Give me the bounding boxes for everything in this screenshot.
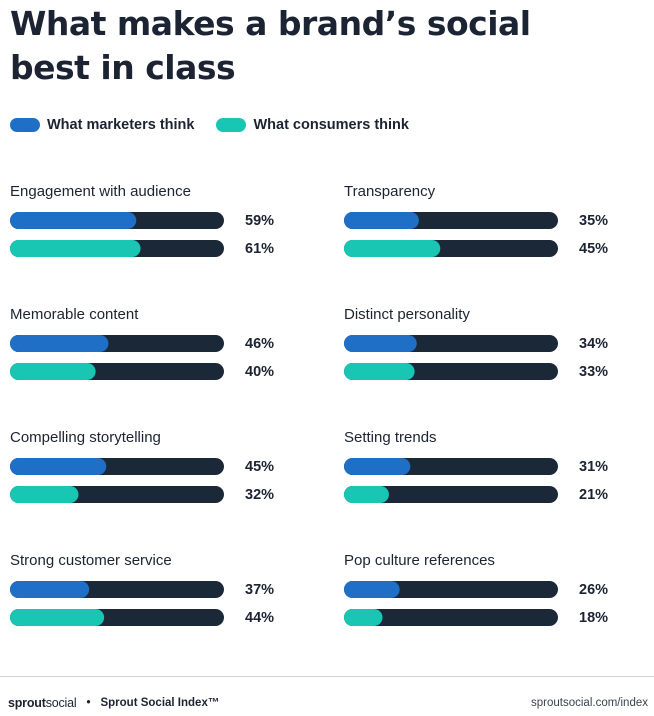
legend-swatch-consumers (216, 118, 247, 132)
legend-label-marketers: What marketers think (47, 117, 195, 133)
category-label-memorable-content: Memorable content (10, 306, 139, 323)
category-label-compelling-storytelling: Compelling storytelling (10, 429, 161, 446)
value-label-strong-customer-service-marketers: 37% (245, 582, 274, 598)
value-label-engagement-with-audience-marketers: 59% (245, 213, 274, 229)
value-label-memorable-content-consumers: 40% (245, 364, 274, 380)
chart-title: What makes a brand’s social best in clas… (10, 2, 610, 90)
bar-distinct-personality-consumers (344, 363, 415, 380)
category-label-transparency: Transparency (344, 183, 436, 200)
value-label-transparency-marketers: 35% (579, 213, 608, 229)
legend-label-consumers: What consumers think (253, 117, 409, 133)
chart-title-line-1: What makes a brand’s social (10, 4, 531, 43)
value-label-compelling-storytelling-consumers: 32% (245, 487, 274, 503)
value-label-setting-trends-consumers: 21% (579, 487, 608, 503)
footer-index-label: Sprout Social Index™ (100, 697, 220, 709)
bar-setting-trends-consumers (344, 486, 389, 503)
bar-chart: Engagement with audience 59% 61% Transparen… (10, 183, 608, 626)
value-label-strong-customer-service-consumers: 44% (245, 610, 274, 626)
bar-strong-customer-service-marketers (10, 581, 90, 598)
logo-word-bold: sprout (8, 696, 46, 710)
bar-compelling-storytelling-consumers (10, 486, 79, 503)
legend-swatch-marketers (10, 118, 40, 132)
footer: sproutsocial • Sprout Social Index™ spro… (8, 696, 648, 710)
footer-url: sproutsocial.com/index (531, 697, 648, 709)
value-label-distinct-personality-consumers: 33% (579, 364, 608, 380)
legend-item-consumers: What consumers think (216, 117, 409, 133)
legend-item-marketers: What marketers think (10, 117, 194, 133)
category-label-setting-trends: Setting trends (344, 429, 437, 446)
category-label-pop-culture-references: Pop culture references (344, 552, 495, 569)
bar-memorable-content-marketers (10, 335, 109, 352)
bar-strong-customer-service-consumers (10, 609, 105, 626)
value-label-pop-culture-references-consumers: 18% (579, 610, 608, 626)
value-label-setting-trends-marketers: 31% (579, 459, 608, 475)
value-label-compelling-storytelling-marketers: 45% (245, 459, 274, 475)
category-label-engagement-with-audience: Engagement with audience (10, 183, 191, 200)
category-label-strong-customer-service: Strong customer service (10, 552, 172, 569)
bar-track-setting-trends-consumers (344, 486, 558, 503)
bar-transparency-marketers (344, 212, 419, 229)
sprout-social-logo: sproutsocial (8, 696, 77, 710)
value-label-memorable-content-marketers: 46% (245, 336, 274, 352)
chart-title-line-2: best in class (10, 48, 236, 87)
bar-compelling-storytelling-marketers (10, 458, 107, 475)
bar-distinct-personality-marketers (344, 335, 417, 352)
bar-pop-culture-references-marketers (344, 581, 400, 598)
bar-setting-trends-marketers (344, 458, 411, 475)
value-label-distinct-personality-marketers: 34% (579, 336, 608, 352)
bar-transparency-consumers (344, 240, 441, 257)
chart-legend: What marketers think What consumers thin… (10, 117, 431, 133)
category-label-distinct-personality: Distinct personality (344, 306, 470, 323)
bar-track-pop-culture-references-consumers (344, 609, 558, 626)
value-label-pop-culture-references-marketers: 26% (579, 582, 608, 598)
footer-divider (0, 676, 654, 677)
bar-memorable-content-consumers (10, 363, 96, 380)
value-label-transparency-consumers: 45% (579, 241, 608, 257)
bar-pop-culture-references-consumers (344, 609, 383, 626)
footer-separator: • (86, 697, 91, 709)
bar-engagement-with-audience-marketers (10, 212, 137, 229)
bar-engagement-with-audience-consumers (10, 240, 141, 257)
value-label-engagement-with-audience-consumers: 61% (245, 241, 274, 257)
logo-word-light: social (45, 696, 77, 710)
